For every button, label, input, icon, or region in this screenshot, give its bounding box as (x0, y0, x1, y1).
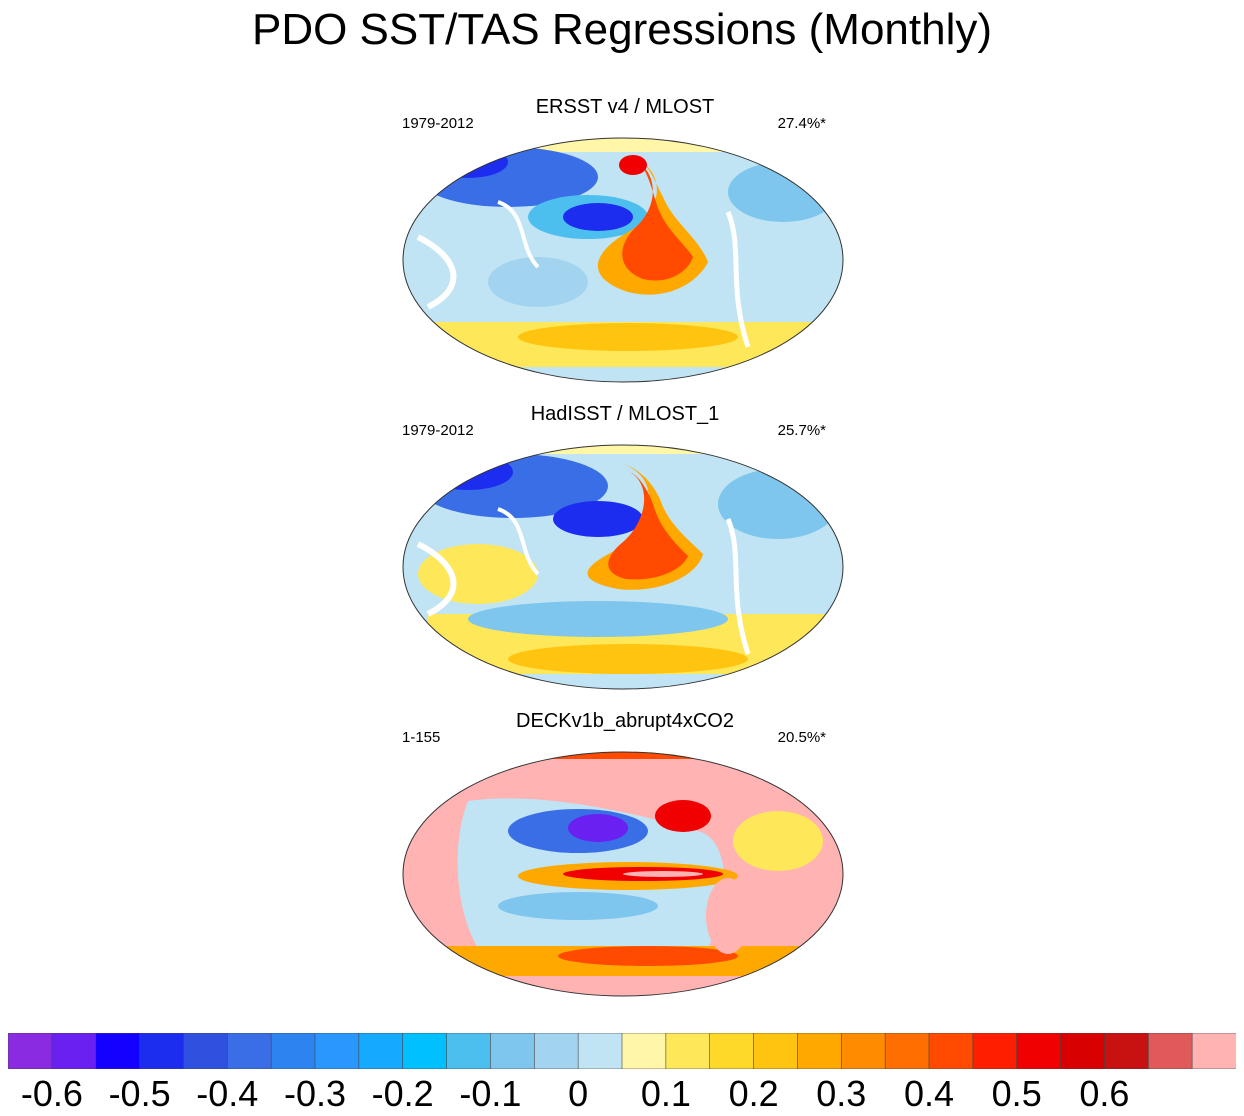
colorbar-swatch (51, 1033, 97, 1069)
colorbar-swatch (884, 1033, 930, 1069)
colorbar-tick-label: 0.6 (1079, 1073, 1130, 1114)
colorbar-swatch (1060, 1033, 1106, 1069)
colorbar-swatch (183, 1033, 229, 1069)
panel-1-horseshoe-red (622, 162, 693, 281)
colorbar-swatch (665, 1033, 711, 1069)
panel-1-land-west (416, 234, 457, 310)
colorbar-swatch (533, 1033, 579, 1069)
colorbar-swatch (577, 1033, 623, 1069)
panel-3-equatorial-core (623, 871, 703, 877)
panel-2-north-pacific-min (553, 501, 643, 537)
panel-3-south-america (706, 878, 750, 954)
colorbar-tick-label: -0.4 (196, 1073, 259, 1114)
colorbar-swatch (270, 1033, 316, 1069)
panel-2-map-border (402, 444, 844, 690)
panel-3-gulf-max (655, 800, 711, 832)
panel-1-land-asia (497, 200, 540, 269)
colorbar-swatch (8, 1033, 53, 1069)
panel-1-map-border (402, 137, 844, 383)
colorbar-swatch (972, 1033, 1018, 1069)
panel-3-title: DECKv1b_abrupt4xCO2 (516, 710, 734, 732)
panel-2-arctic-negative (423, 454, 513, 490)
panel-3-atlantic-field (733, 811, 823, 871)
colorbar-tick-label: -0.1 (459, 1073, 522, 1114)
colorbar (8, 1033, 1236, 1069)
colorbar-swatch (1016, 1033, 1062, 1069)
panel-1-east-field (728, 162, 838, 222)
panel-2-arctic-field (403, 445, 843, 454)
colorbar-swatch (928, 1033, 974, 1069)
panel-3-period: 1-155 (402, 729, 441, 746)
colorbar-swatch (753, 1033, 799, 1069)
panel-3-variance: 20.5%* (777, 729, 826, 746)
panel-1-tropical-west (488, 257, 588, 307)
colorbar-tick-label: -0.5 (108, 1073, 171, 1114)
colorbar-tick-label: 0.2 (728, 1073, 779, 1114)
panel-1-alaska-max (619, 155, 647, 175)
panel-2-indian-ocean (418, 544, 538, 604)
panel-3-south-tropical-blue (498, 892, 658, 920)
panel-2-variance: 25.7%* (777, 422, 826, 439)
panel-2-land-americas (725, 518, 751, 655)
map-panel-1: ERSST v4 / MLOST 1979-2012 27.4%* (390, 95, 860, 405)
panel-3-north-pacific-min (568, 814, 628, 842)
panel-2-land-asia (497, 507, 540, 576)
panel-2-southern-orange (508, 644, 748, 674)
panel-2-period: 1979-2012 (402, 422, 474, 439)
colorbar-swatch (446, 1033, 492, 1069)
panel-1-arctic-field (403, 138, 843, 152)
colorbar-swatch (358, 1033, 404, 1069)
chart-title: PDO SST/TAS Regressions (Monthly) (251, 5, 993, 54)
panel-3-southern-red (558, 946, 738, 966)
colorbar-tick-label: 0.1 (640, 1073, 691, 1114)
colorbar-tick-label: -0.6 (20, 1073, 83, 1114)
colorbar-swatch (490, 1033, 536, 1069)
colorbar-tick-label: -0.3 (283, 1073, 347, 1114)
map-panel-2: HadISST / MLOST_1 1979-2012 25.7%* (390, 402, 860, 712)
colorbar-swatch (797, 1033, 843, 1069)
colorbar-tick-label: 0.3 (816, 1073, 867, 1114)
panel-1-period: 1979-2012 (402, 115, 474, 132)
panel-3-map-border (402, 751, 844, 997)
panel-1-map (402, 137, 844, 383)
panel-1-title: ERSST v4 / MLOST (535, 96, 715, 118)
colorbar-tick-label: 0 (568, 1073, 589, 1114)
panel-3-arctic-field (403, 752, 843, 759)
colorbar-swatch (226, 1033, 272, 1069)
panel-2-east-field (718, 469, 838, 539)
panel-1-land-americas (725, 211, 751, 348)
colorbar-swatch (709, 1033, 755, 1069)
colorbar-swatch (139, 1033, 185, 1069)
map-panel-3: DECKv1b_abrupt4xCO2 1-155 20.5%* (390, 709, 860, 1019)
colorbar-swatch (840, 1033, 886, 1069)
colorbar-swatch (1191, 1033, 1236, 1069)
colorbar-tick-label: 0.4 (903, 1073, 955, 1114)
panel-2-title: HadISST / MLOST_1 (530, 403, 720, 425)
panel-2-land-west (416, 541, 457, 617)
colorbar-swatch (621, 1033, 667, 1069)
colorbar-swatch (1104, 1033, 1150, 1069)
colorbar-swatch (95, 1033, 141, 1069)
panel-1-north-pacific-min (563, 203, 633, 231)
panel-3-map (402, 751, 844, 997)
colorbar-swatch (1147, 1033, 1193, 1069)
panel-1-variance: 27.4%* (777, 115, 826, 132)
panel-2-south-pacific-negative (468, 601, 728, 637)
colorbar-tick-label: -0.2 (371, 1073, 434, 1114)
colorbar-swatch (314, 1033, 360, 1069)
panel-1-southern-orange (518, 323, 738, 351)
panel-2-map (402, 444, 844, 690)
panel-2-horseshoe-red (608, 472, 688, 580)
colorbar-tick-label: 0.5 (991, 1073, 1042, 1114)
colorbar-swatch (402, 1033, 448, 1069)
